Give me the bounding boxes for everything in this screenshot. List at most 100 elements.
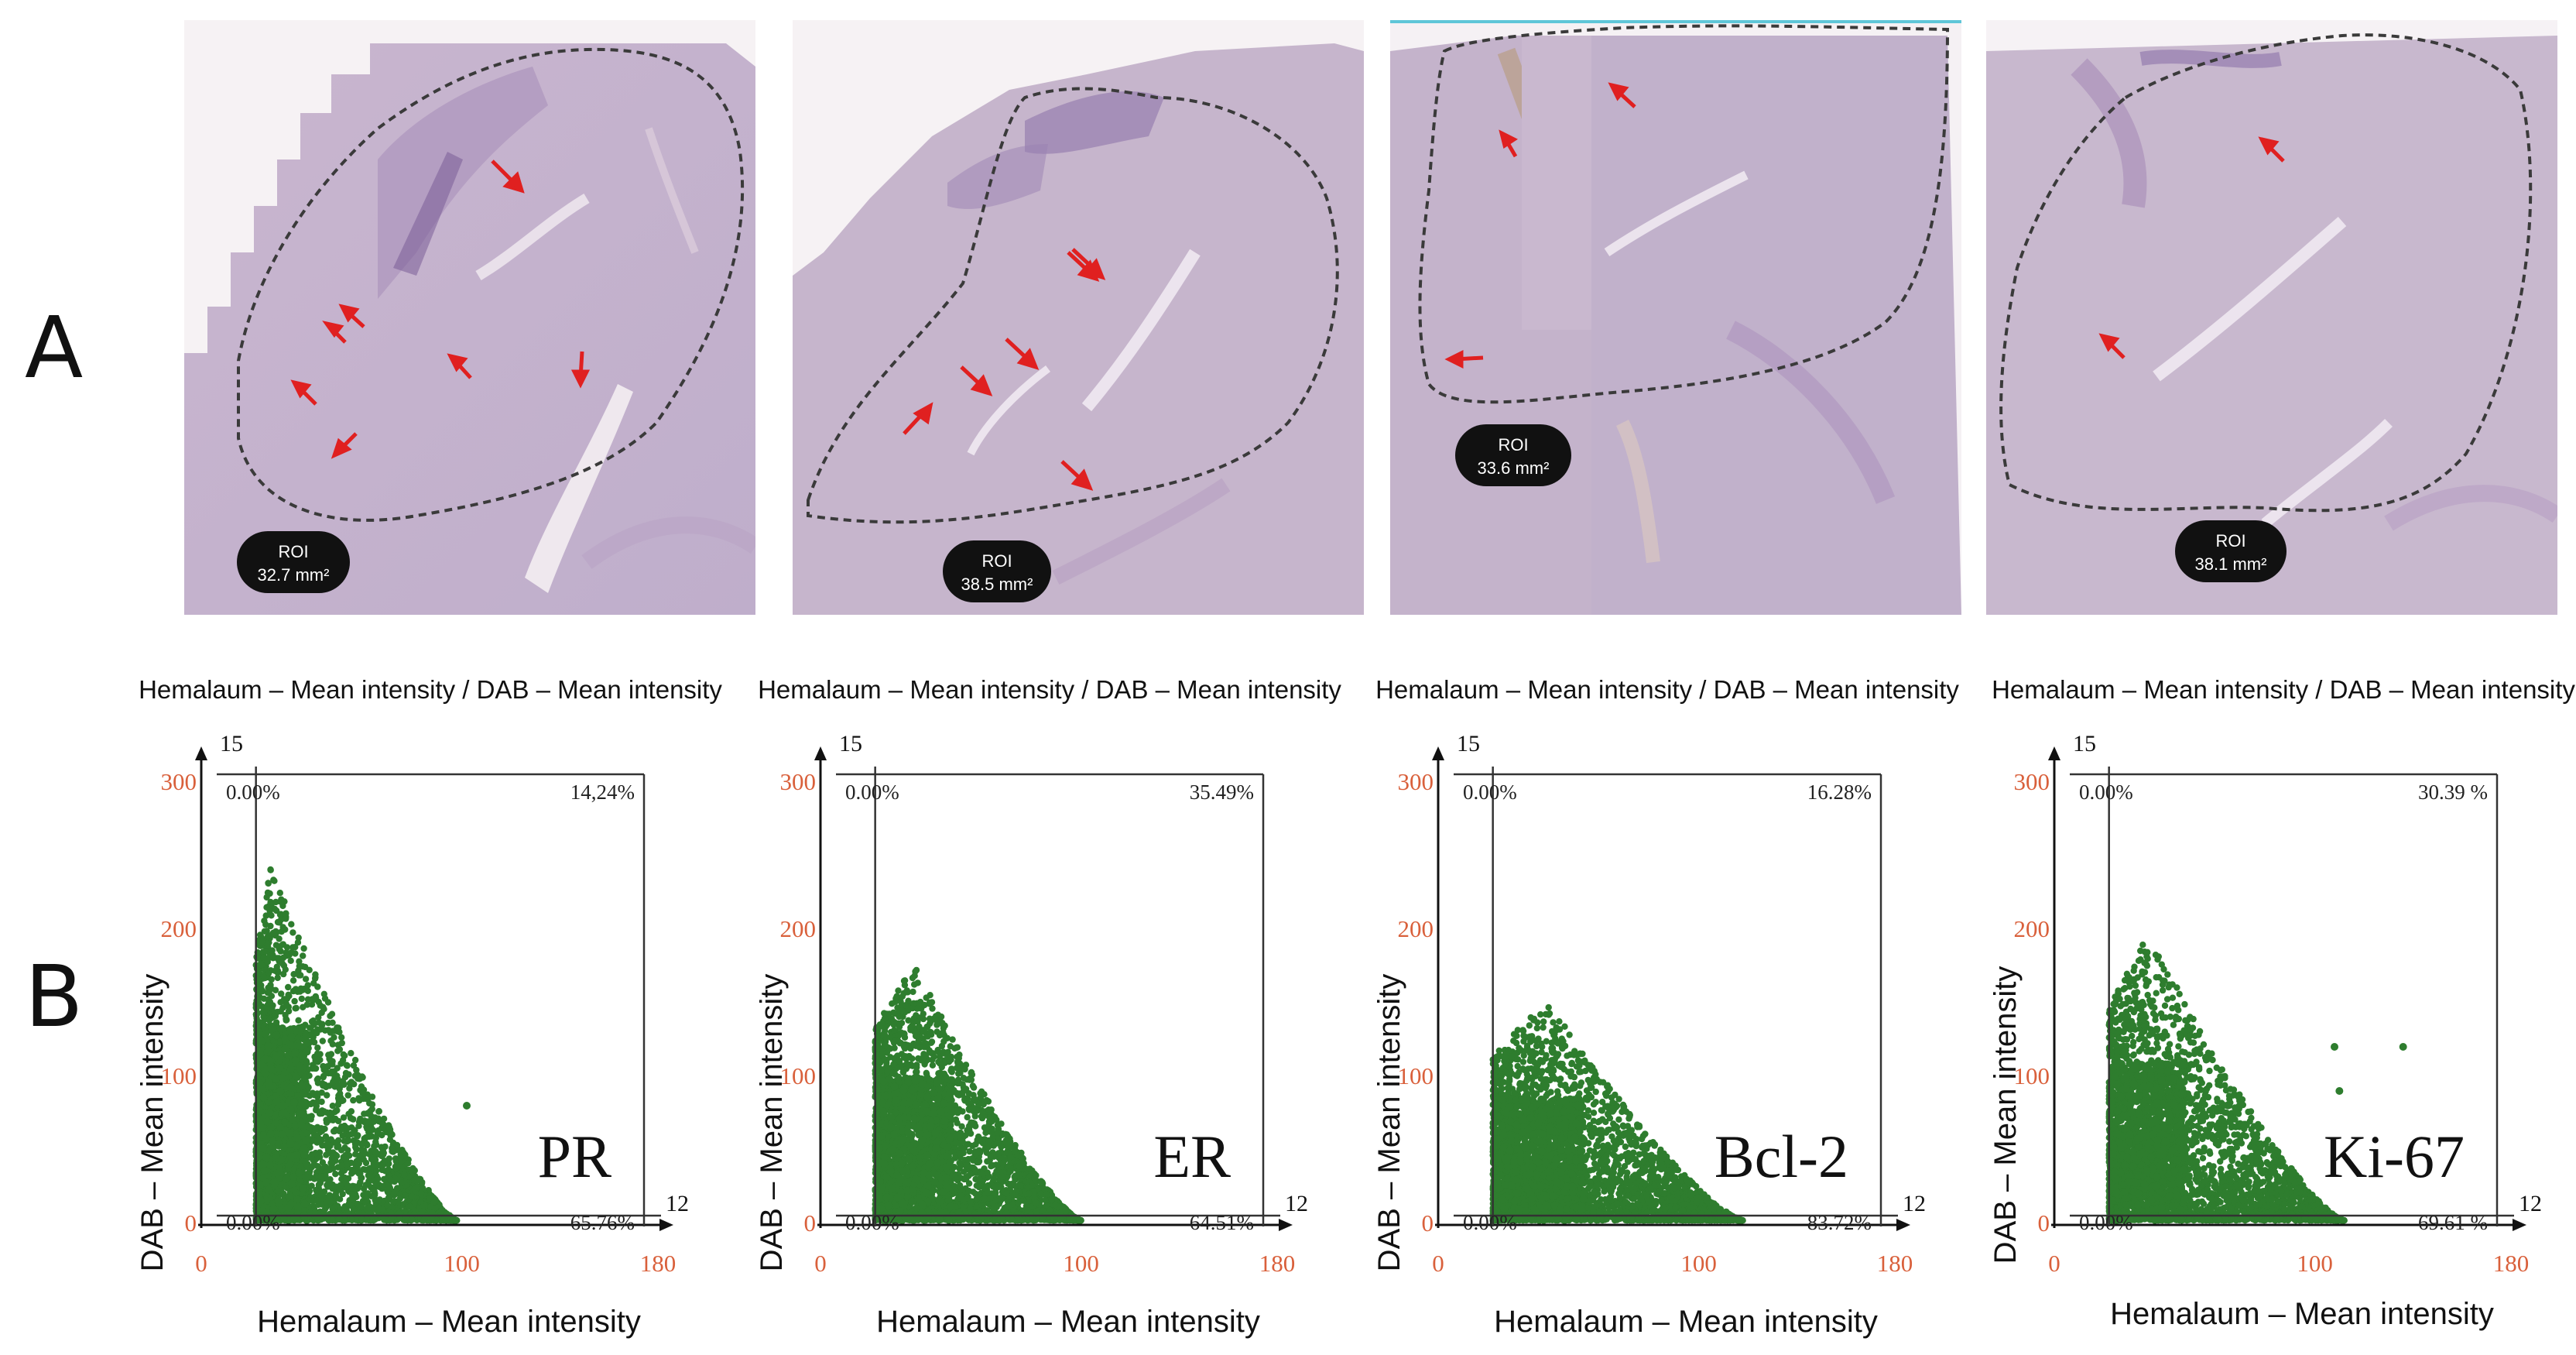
data-point: [348, 1124, 355, 1131]
roi-area: 33.6 mm²: [1478, 458, 1550, 478]
data-point: [312, 971, 319, 978]
data-point: [355, 1118, 363, 1126]
data-point: [295, 934, 302, 942]
data-point: [365, 1133, 372, 1141]
data-point: [389, 1147, 396, 1155]
data-point: [277, 911, 285, 918]
data-point: [327, 1136, 334, 1143]
data-point: [297, 1120, 306, 1129]
data-point: [262, 1153, 270, 1161]
data-point: [329, 1205, 336, 1213]
data-point: [286, 1140, 295, 1148]
data-point: [390, 1198, 398, 1205]
panel-b-label: B: [25, 947, 84, 1046]
data-point: [318, 1098, 325, 1106]
data-point: [261, 928, 268, 935]
data-point: [299, 1184, 307, 1192]
data-point: [891, 1027, 898, 1034]
data-point: [256, 969, 263, 977]
y-axis-label: DAB – Mean intensity: [135, 974, 170, 1272]
data-point: [930, 1053, 937, 1060]
data-point: [319, 1038, 326, 1045]
data-point: [302, 1173, 310, 1182]
data-point: [281, 1035, 289, 1044]
data-point: [298, 1082, 307, 1090]
data-point: [310, 1197, 317, 1205]
data-point: [348, 1050, 355, 1057]
data-point: [300, 945, 307, 952]
data-point: [910, 1000, 917, 1007]
data-point: [310, 1038, 318, 1046]
data-point: [282, 1011, 289, 1019]
data-point: [312, 1126, 319, 1133]
data-point: [329, 1103, 336, 1110]
data-point: [385, 1186, 392, 1193]
data-point: [255, 1106, 264, 1115]
data-point: [350, 1096, 357, 1104]
data-point: [962, 1132, 969, 1139]
scatter-plot-pr: Hemalaum – Mean intensity / DAB – Mean i…: [124, 666, 743, 1347]
data-point: [331, 1192, 339, 1199]
data-point: [256, 942, 263, 949]
data-point: [419, 1208, 426, 1215]
data-point: [265, 1017, 272, 1024]
x-tick-label: 0: [195, 1250, 207, 1277]
data-point: [320, 1006, 327, 1013]
data-point: [408, 1193, 416, 1200]
data-point: [300, 1199, 309, 1208]
data-point: [433, 1216, 440, 1223]
data-point: [291, 997, 298, 1005]
data-point: [286, 1106, 295, 1114]
data-point: [296, 1064, 303, 1072]
data-point: [327, 1013, 334, 1020]
data-point: [326, 1198, 334, 1205]
data-point: [267, 866, 274, 873]
data-point: [265, 890, 272, 897]
data-point: [392, 1165, 399, 1171]
data-point: [278, 1130, 286, 1139]
data-point: [279, 941, 286, 948]
data-point: [269, 1205, 278, 1213]
data-point: [958, 1123, 965, 1130]
data-point: [426, 1195, 433, 1202]
data-point: [378, 1144, 385, 1151]
data-point: [295, 1168, 303, 1177]
data-point: [283, 910, 289, 917]
data-point: [355, 1200, 361, 1208]
data-point: [402, 1192, 409, 1199]
data-point: [267, 985, 274, 992]
data-point: [270, 876, 277, 883]
data-point: [365, 1094, 373, 1101]
data-point: [338, 1162, 345, 1169]
data-point: [280, 1108, 289, 1117]
x-axis-arrow: [659, 1219, 673, 1231]
data-point: [329, 1216, 336, 1223]
data-point: [331, 1034, 337, 1041]
data-point: [384, 1201, 391, 1209]
data-point: [269, 947, 276, 954]
data-point: [334, 1075, 341, 1083]
data-point: [317, 1192, 325, 1199]
data-point: [298, 995, 305, 1003]
data-point: [380, 1149, 387, 1157]
data-point: [284, 1204, 293, 1213]
data-point: [362, 1182, 369, 1189]
data-point: [286, 1083, 295, 1092]
data-point: [300, 952, 307, 959]
data-point: [272, 1075, 280, 1083]
data-point: [289, 1173, 297, 1182]
data-point: [262, 1178, 270, 1187]
data-point: [303, 1001, 310, 1008]
data-point: [322, 1068, 330, 1075]
y-tick-label: 100: [161, 1062, 197, 1089]
data-point: [289, 929, 296, 936]
data-point: [350, 1206, 358, 1213]
data-point: [302, 1137, 310, 1145]
data-point: [365, 1118, 372, 1125]
data-point: [324, 1092, 331, 1099]
data-point: [309, 996, 316, 1003]
data-point: [288, 921, 295, 928]
data-point: [292, 1005, 299, 1012]
data-point: [265, 970, 272, 977]
quadrant-upper-left: 0.00%: [226, 780, 280, 804]
